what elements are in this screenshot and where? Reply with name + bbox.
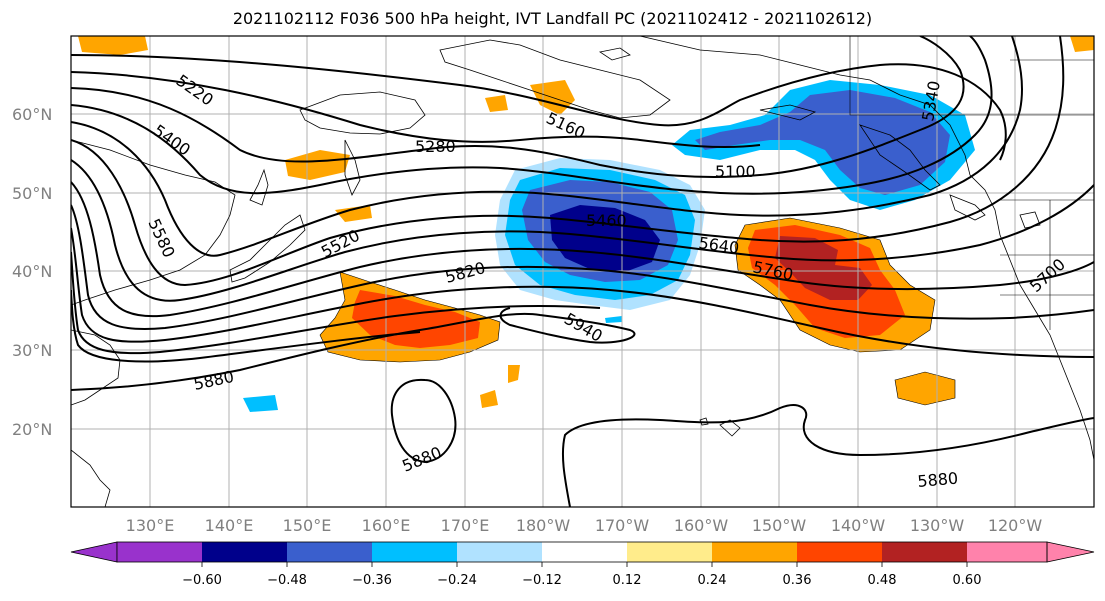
lon-label: 130°W (910, 516, 965, 535)
colorbar-min-extension (70, 541, 118, 563)
colorbar-tick-label: 0.60 (953, 573, 982, 588)
ivt-very-strong-positive-east (775, 236, 872, 300)
height-contours (71, 36, 1094, 507)
lon-label: 150°E (283, 516, 332, 535)
map-panel: 5220 5400 5580 5280 5160 5100 5340 5520 … (71, 36, 1094, 507)
colorbar-tick-label: 0.36 (783, 573, 812, 588)
coastlines (71, 36, 1094, 507)
contour-label: 5100 (715, 162, 756, 181)
colorbar-swatch (372, 542, 457, 562)
colorbar-outline (116, 541, 1048, 563)
ivt-positive-blob (485, 95, 508, 112)
map-title: 2021102112 F036 500 hPa height, IVT Land… (232, 9, 873, 28)
lat-label: 40°N (12, 262, 52, 281)
colorbar-swatch (287, 542, 372, 562)
lat-label: 30°N (12, 341, 52, 360)
ivt-positive-blob (508, 365, 520, 383)
lat-label: 50°N (12, 184, 52, 203)
ivt-positive-blob (1070, 36, 1094, 52)
colorbar-tick-label: −0.48 (267, 573, 307, 588)
latitude-labels: 60°N 50°N 40°N 30°N 20°N (12, 105, 52, 439)
contour-label: 5280 (415, 137, 456, 156)
lon-label: 150°W (752, 516, 807, 535)
longitude-labels: 130°E 140°E 150°E 160°E 170°E 180°W 170°… (126, 516, 1043, 535)
colorbar-swatch (542, 542, 627, 562)
ivt-negative-blob (243, 395, 278, 412)
colorbar-max-extension (1046, 541, 1095, 563)
colorbar-swatch (797, 542, 882, 562)
ivt-negative-blob (605, 316, 622, 323)
lon-label: 140°W (831, 516, 886, 535)
colorbar-tick-label: 0.48 (868, 573, 897, 588)
map-frame (70, 35, 1095, 508)
colorbar-swatch (712, 542, 797, 562)
ivt-negative-level3-alaska (695, 90, 950, 195)
colorbar-tick-label: 0.12 (613, 573, 642, 588)
lon-label: 180°W (516, 516, 571, 535)
colorbar-swatch (457, 542, 542, 562)
colorbar-tick-label: 0.24 (698, 573, 727, 588)
colorbar-swatch (627, 542, 712, 562)
ivt-positive-blob (78, 36, 148, 55)
colorbar-tick-label: −0.12 (522, 573, 562, 588)
contour-label: 5880 (917, 469, 959, 491)
colorbar: −0.60 −0.48 −0.36 −0.24 −0.12 0.12 0.24 … (70, 541, 1095, 588)
colorbar-swatch (882, 542, 967, 562)
lon-label: 160°E (362, 516, 411, 535)
contour-label: 5460 (586, 211, 627, 230)
lon-label: 160°W (674, 516, 729, 535)
ivt-shading (78, 36, 1094, 412)
colorbar-tick-label: −0.60 (182, 573, 222, 588)
lat-label: 60°N (12, 105, 52, 124)
lon-label: 170°E (441, 516, 490, 535)
colorbar-swatch (202, 542, 287, 562)
lon-label: 140°E (205, 516, 254, 535)
graticule (71, 36, 1094, 507)
colorbar-swatch (117, 542, 202, 562)
lat-label: 20°N (12, 420, 52, 439)
ivt-positive-blob (894, 371, 956, 406)
borders (849, 36, 1094, 330)
lon-label: 170°W (595, 516, 650, 535)
ivt-positive-blob (285, 150, 350, 180)
lon-label: 120°W (988, 516, 1043, 535)
colorbar-tick-label: −0.36 (352, 573, 392, 588)
colorbar-tick-label: −0.24 (437, 573, 477, 588)
lon-label: 130°E (126, 516, 175, 535)
colorbar-swatch (967, 542, 1047, 562)
ivt-strong-positive-west (352, 290, 480, 348)
ivt-positive-blob (480, 390, 498, 408)
ivt-positive-blob (335, 205, 372, 222)
